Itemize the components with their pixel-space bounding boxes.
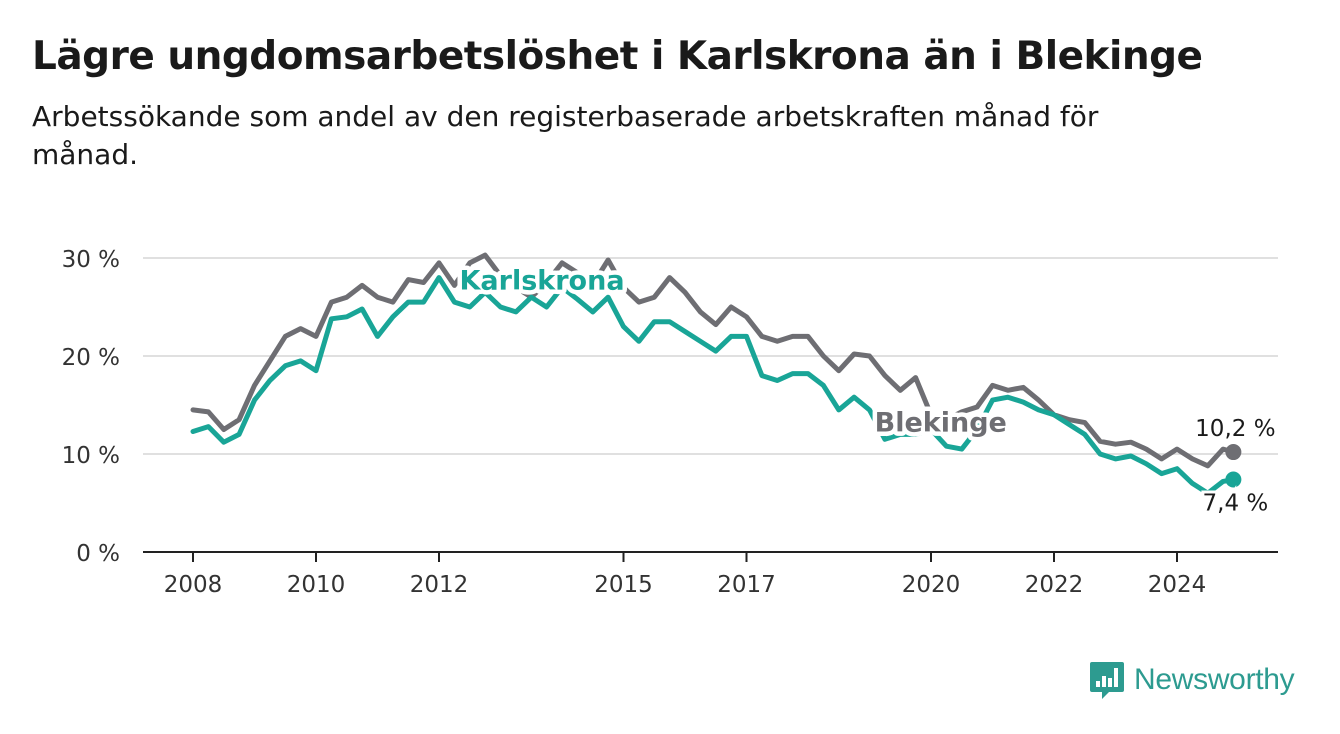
x-tick-label: 2017 bbox=[717, 572, 776, 598]
y-tick-label: 10 % bbox=[62, 443, 120, 469]
end-label-karlskrona: 7,4 % bbox=[1203, 490, 1269, 516]
y-tick-label: 0 % bbox=[76, 541, 120, 567]
x-tick-label: 2012 bbox=[410, 572, 469, 598]
series-line-karlskrona bbox=[190, 275, 1236, 496]
series-label-karlskrona: Karlskrona bbox=[460, 265, 625, 296]
series-line-blekinge bbox=[190, 252, 1236, 469]
x-tick-label: 2022 bbox=[1025, 572, 1084, 598]
brand-logo[interactable]: Newsworthy bbox=[1089, 660, 1295, 700]
series-label-blekinge: Blekinge bbox=[875, 407, 1007, 438]
end-label-blekinge: 10,2 % bbox=[1195, 416, 1275, 442]
y-tick-label: 30 % bbox=[62, 247, 120, 273]
brand-name: Newsworthy bbox=[1134, 663, 1295, 696]
y-tick-label: 20 % bbox=[62, 345, 120, 371]
x-tick-label: 2010 bbox=[287, 572, 346, 598]
x-tick-label: 2020 bbox=[902, 572, 961, 598]
x-tick-label: 2015 bbox=[594, 572, 653, 598]
newsworthy-logo-icon bbox=[1090, 662, 1124, 699]
endpoint-karlskrona bbox=[1225, 471, 1242, 488]
x-tick-label: 2008 bbox=[164, 572, 223, 598]
chart-title: Lägre ungdomsarbetslöshet i Karlskrona ä… bbox=[32, 34, 1203, 79]
chart-subtitle: Arbetssökande som andel av den registerb… bbox=[32, 100, 1099, 171]
x-tick-label: 2024 bbox=[1148, 572, 1207, 598]
endpoint-blekinge bbox=[1225, 444, 1242, 461]
